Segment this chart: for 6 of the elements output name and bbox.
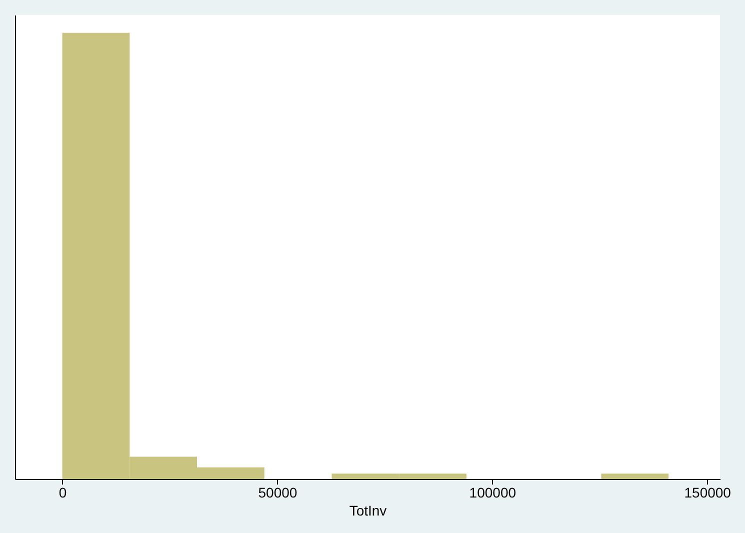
x-tick-label: 50000 (258, 484, 298, 500)
x-tick-label: 0 (58, 484, 67, 500)
x-tick-label: 150000 (684, 484, 732, 500)
x-axis-title: TotInv (349, 502, 387, 518)
x-tick-label: 100000 (469, 484, 516, 500)
bar (601, 474, 669, 479)
